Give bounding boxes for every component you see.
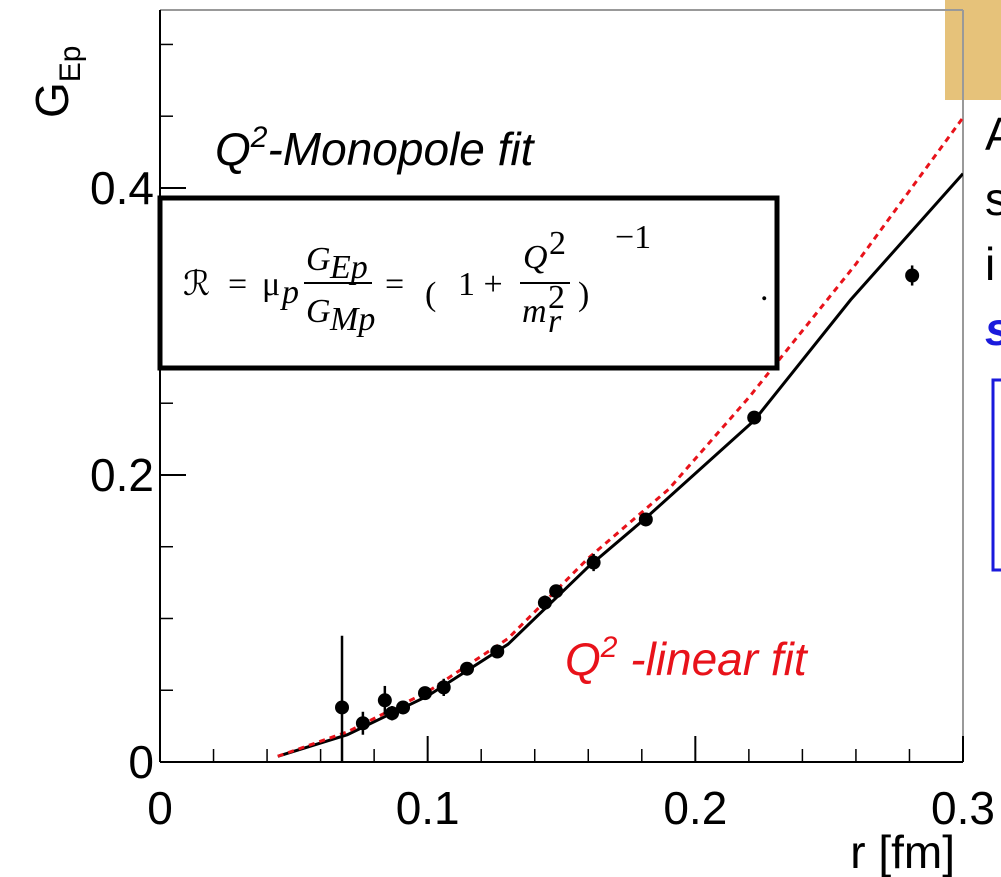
side-box — [991, 378, 1001, 572]
data-point — [385, 706, 400, 721]
formula-part: p — [280, 274, 299, 311]
formula-part: Ep — [329, 249, 368, 286]
x-tick-label: 0.1 — [396, 782, 460, 834]
data-point — [747, 410, 762, 425]
annotation-text: -linear fit — [617, 633, 808, 685]
formula-part: G — [306, 293, 331, 330]
formula-part: 2 — [548, 279, 565, 316]
curves — [277, 116, 963, 762]
y-axis-label-sub: Ep — [54, 46, 87, 83]
formula-part: 2 — [549, 225, 566, 262]
x-tick-label: 0.2 — [663, 782, 727, 834]
formula-part: = — [385, 266, 404, 303]
y-tick-label: 0 — [128, 736, 154, 788]
formula-part: m — [522, 293, 547, 330]
y-tick-label: 0.4 — [90, 162, 154, 214]
formula-part: r — [548, 303, 562, 340]
data-point — [377, 693, 392, 708]
data-point — [396, 700, 411, 715]
formula-part: Q — [523, 239, 548, 276]
data-point — [638, 512, 653, 527]
annotation: Q2-Monopole fit — [215, 121, 536, 175]
annotation-text: -Monopole fit — [267, 123, 535, 175]
data-point — [490, 644, 505, 659]
side-text: s — [985, 303, 1001, 355]
side-text: s — [985, 173, 1001, 225]
data-point — [355, 716, 370, 731]
formula-part: Mp — [329, 301, 375, 338]
formula-part: 1 + — [458, 266, 503, 303]
fit-curve — [277, 116, 963, 758]
annotation-sup: 2 — [600, 631, 618, 664]
annotation-text: Q — [215, 123, 251, 175]
y-axis-label-main: G — [26, 82, 78, 118]
data-point — [537, 595, 552, 610]
formula-part: = — [228, 266, 247, 303]
x-tick-label: 0.3 — [931, 782, 995, 834]
formula-part: ) — [578, 276, 589, 313]
x-tick-label: 0 — [147, 782, 173, 834]
formula-part: −1 — [615, 219, 651, 256]
annotation-text: Q — [565, 633, 601, 685]
y-tick-label: 0.2 — [90, 449, 154, 501]
side-text: i — [985, 238, 995, 290]
data-point — [335, 700, 350, 715]
data-point — [436, 680, 451, 695]
thumbnail — [945, 0, 1001, 100]
formula-part: μ — [262, 266, 280, 303]
data-point — [460, 661, 475, 676]
x-axis-label: r [fm] — [850, 826, 955, 877]
formula-part: . — [760, 271, 769, 308]
formula-box — [157, 195, 780, 371]
data-point — [417, 686, 432, 701]
y-axis-label: GEp — [26, 46, 87, 118]
formula-part: ℛ — [183, 266, 210, 303]
annotation: Q2 -linear fit — [565, 631, 809, 685]
annotation-sup: 2 — [250, 121, 268, 154]
data-point — [905, 268, 920, 283]
data-point — [586, 555, 601, 570]
formula-part: ( — [425, 276, 436, 313]
formula-part: G — [306, 241, 331, 278]
data-point — [549, 584, 564, 599]
side-text: A — [985, 108, 1001, 160]
